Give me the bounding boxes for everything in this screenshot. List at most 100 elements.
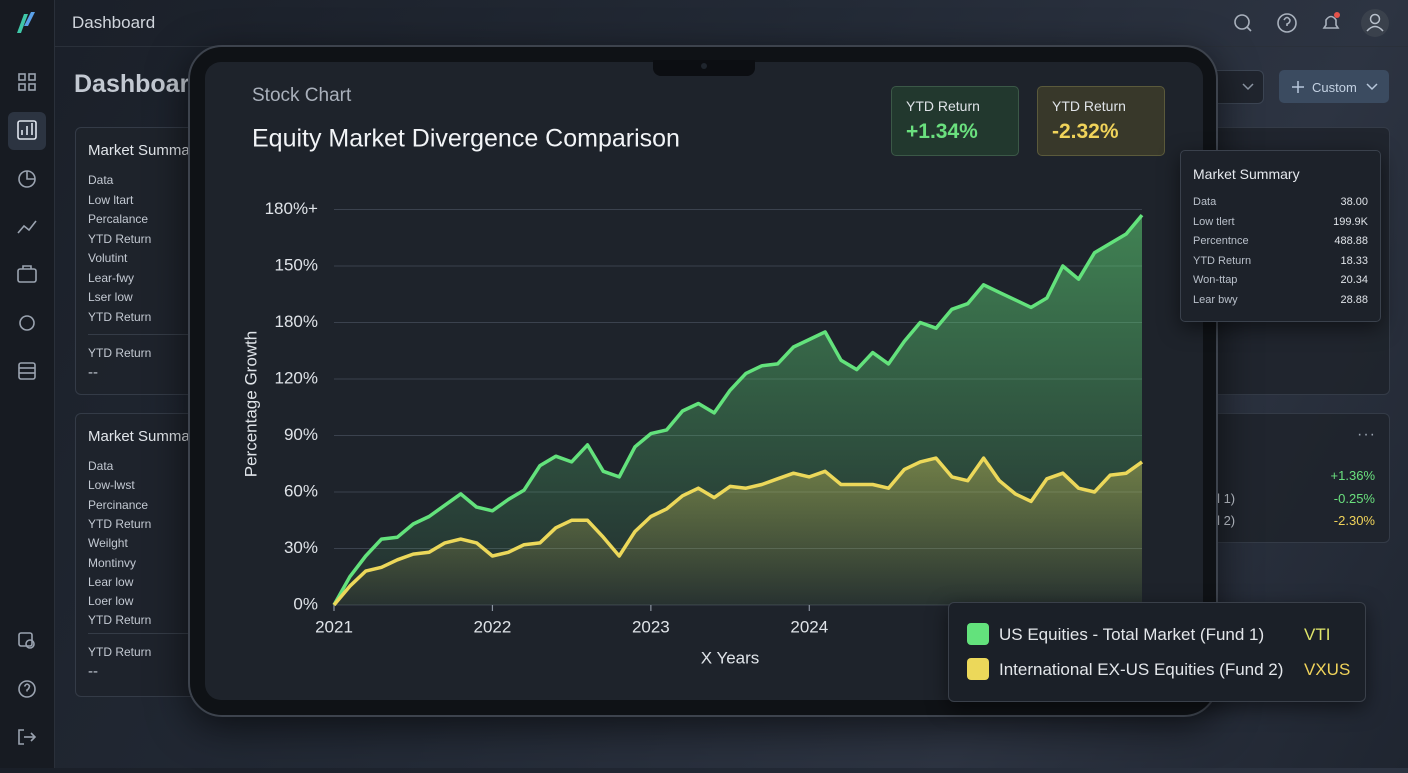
chart-title: Equity Market Divergence Comparison <box>252 125 680 153</box>
kpi-value: -2.32% <box>1052 120 1119 143</box>
card-row: Volutint <box>88 251 128 265</box>
card-row: Lser low <box>88 290 133 304</box>
tooltip: Market Summary Data 38.00 Low tlert 199.9K P… <box>1180 150 1381 322</box>
sidebar-icons <box>8 12 46 745</box>
kpi-label: YTD Return <box>1052 98 1126 114</box>
legend: US Equities - Total Market (Fund 1) VTI In… <box>948 602 1366 702</box>
nav-pie[interactable] <box>18 170 36 188</box>
y-tick-label: 180% <box>275 312 318 331</box>
custom-label: Custom <box>1312 80 1357 95</box>
area <box>334 458 1142 605</box>
nav-settings[interactable] <box>19 315 35 331</box>
page-title: Dashboard <box>74 70 205 98</box>
tooltip-label: YTD Return <box>1193 254 1252 267</box>
camera <box>701 63 707 69</box>
return-value: +1.36% <box>1330 468 1375 483</box>
card-row: Low-lwst <box>88 478 135 493</box>
kpi-card: YTD Return +1.34% <box>891 86 1019 156</box>
nav-help[interactable] <box>18 680 36 698</box>
card-row: Lear low <box>88 574 134 589</box>
kpi-card: YTD Return -2.32% <box>1037 86 1165 156</box>
nav-briefcase[interactable] <box>17 265 37 283</box>
nav-table[interactable] <box>18 362 36 380</box>
camera-notch <box>653 60 755 76</box>
card-row: Weilght <box>88 536 128 551</box>
tooltip-label: Won-ttap <box>1193 274 1238 286</box>
x-tick-label: 2024 <box>790 617 828 636</box>
x-axis-label: X Years <box>701 648 760 667</box>
tooltip-value: 199.9K <box>1333 215 1368 228</box>
footer-value: -- <box>88 663 98 680</box>
tooltip-value: 488.88 <box>1334 235 1368 247</box>
nav-grid[interactable] <box>18 73 36 91</box>
nav-logout[interactable] <box>18 729 37 745</box>
tooltip-label: Low tlert <box>1193 215 1235 228</box>
legend-label: US Equities - Total Market (Fund 1) <box>999 625 1265 644</box>
card-row: Data <box>88 173 114 187</box>
return-value: -2.30% <box>1333 513 1375 528</box>
y-tick-label: 180%+ <box>265 199 318 218</box>
custom-button[interactable]: Custom <box>1279 70 1389 103</box>
logo <box>17 14 28 33</box>
nav-search-doc[interactable] <box>18 632 35 649</box>
legend-swatch <box>967 623 989 645</box>
x-tick-label: 2023 <box>632 617 670 636</box>
footer-label: YTD Return <box>88 346 152 360</box>
bell-icon[interactable] <box>1322 15 1340 29</box>
card-row: Percalance <box>88 212 149 226</box>
tooltip-label: Data <box>1193 196 1217 208</box>
y-tick-label: 0% <box>293 594 318 613</box>
card-row: Data <box>88 459 114 473</box>
header-title: Dashboard <box>72 13 156 32</box>
card-row: Lear-fwy <box>88 270 135 285</box>
tooltip-value: 18.33 <box>1340 254 1368 267</box>
help-icon[interactable] <box>1277 13 1297 33</box>
y-tick-label: 150% <box>275 255 318 274</box>
chevron <box>1242 83 1254 91</box>
tooltip-label: Lear bwy <box>1193 293 1238 306</box>
nav-chart[interactable] <box>17 120 37 140</box>
y-axis-label: Percentage Growth <box>241 331 260 477</box>
notification-dot <box>1334 12 1340 18</box>
legend-swatch <box>967 658 989 680</box>
line <box>332 213 1144 606</box>
returns-card: ··· +1.36%-0.25%-2.30%(Fund 1)(Fund 2) <box>1186 413 1390 543</box>
legend-ticker: VTI <box>1304 625 1331 644</box>
tooltip-title: Market Summary <box>1193 166 1300 182</box>
return-value: -0.25% <box>1333 490 1375 506</box>
top-icons <box>1234 9 1389 37</box>
card-title: Market Summary <box>88 142 203 159</box>
tooltip-value: 20.34 <box>1340 274 1368 286</box>
y-tick-label: 90% <box>284 425 318 444</box>
legend-ticker: VXUS <box>1304 660 1351 679</box>
tooltip-value: 28.88 <box>1340 293 1368 306</box>
avatar-icon <box>1366 25 1384 32</box>
card-row: YTD Return <box>88 516 152 531</box>
card-row: YTD Return <box>88 231 152 246</box>
search-icon[interactable] <box>1234 14 1252 32</box>
logo <box>24 12 35 26</box>
more-menu[interactable]: ··· <box>1357 426 1376 443</box>
x-tick-label: 2022 <box>474 617 512 636</box>
kpi-label: YTD Return <box>906 98 980 114</box>
kpi-value: +1.34% <box>906 120 978 143</box>
card-row: Percinance <box>88 497 149 512</box>
card-row: Low ltart <box>88 192 134 207</box>
chart-subtitle: Stock Chart <box>252 85 352 106</box>
card-row: YTD Return <box>88 613 152 628</box>
tooltip-value: 38.00 <box>1340 196 1368 208</box>
y-tick-label: 60% <box>284 481 318 500</box>
card-row: YTD Return <box>88 309 152 324</box>
plus-icon <box>1292 81 1304 93</box>
card-title: Market Summary <box>88 428 203 445</box>
nav-trend[interactable] <box>17 220 37 234</box>
tooltip-label: Percentnce <box>1193 235 1249 247</box>
footer-value: -- <box>88 364 98 381</box>
card-row: Montinvy <box>88 555 137 570</box>
sidebar <box>0 0 55 768</box>
y-tick-label: 30% <box>284 538 318 557</box>
line <box>332 456 1144 607</box>
avatar-icon <box>1369 13 1381 25</box>
